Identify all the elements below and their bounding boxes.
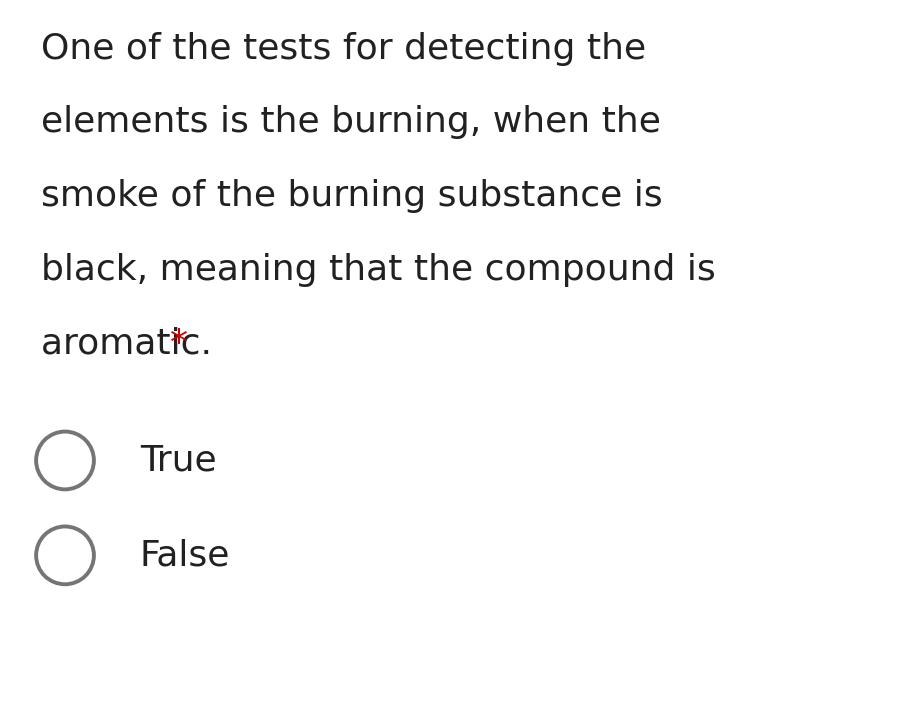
Text: aromatic.: aromatic.: [41, 327, 223, 361]
Text: One of the tests for detecting the: One of the tests for detecting the: [41, 32, 645, 65]
Text: elements is the burning, when the: elements is the burning, when the: [41, 105, 659, 139]
Text: *: *: [170, 327, 188, 361]
Text: smoke of the burning substance is: smoke of the burning substance is: [41, 179, 661, 213]
Text: True: True: [140, 444, 216, 477]
Text: black, meaning that the compound is: black, meaning that the compound is: [41, 253, 714, 287]
Text: False: False: [140, 538, 230, 572]
